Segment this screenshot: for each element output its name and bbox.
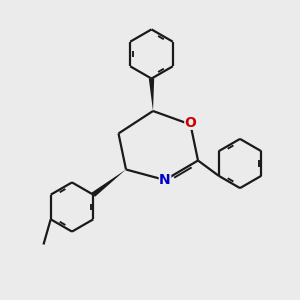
FancyBboxPatch shape (184, 119, 197, 130)
Polygon shape (92, 169, 126, 197)
Polygon shape (149, 79, 154, 111)
Text: O: O (184, 116, 196, 130)
Text: N: N (159, 173, 171, 187)
FancyBboxPatch shape (159, 175, 171, 185)
